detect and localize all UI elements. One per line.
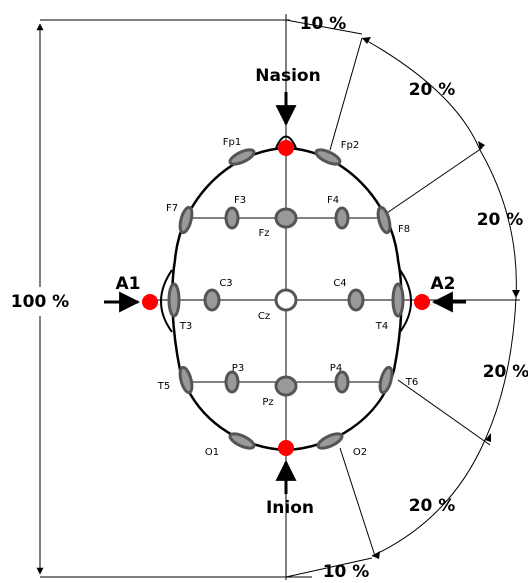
electrode-label: O1 <box>205 447 219 458</box>
electrode <box>334 206 350 230</box>
electrode <box>378 365 394 395</box>
total-label: 100 % <box>11 292 69 312</box>
reference-points <box>142 140 430 456</box>
electrode-label: Cz <box>258 311 270 322</box>
electrode-label: F3 <box>234 195 246 206</box>
percentage-label: 10 % <box>323 562 370 582</box>
electrode <box>167 282 181 318</box>
electrode-label: F8 <box>398 224 410 235</box>
electrode <box>178 365 194 395</box>
pointer-arrows <box>104 92 466 494</box>
electrodes: Fp1 Fp2 F7 F3 Fz F4 F8 T3 C3 Cz C4 T4 T5 P3 Pz P4 T6 O1 O2 <box>157 137 418 458</box>
electrode <box>316 432 344 450</box>
electrode-label: T3 <box>179 321 192 332</box>
electrode <box>391 282 405 318</box>
electrode-label: C4 <box>333 278 346 289</box>
electrode <box>228 148 256 166</box>
electrode <box>224 206 240 230</box>
percentage-label: 20 % <box>477 210 524 230</box>
electrode-label: T5 <box>157 381 170 392</box>
electrode <box>274 288 298 312</box>
electrode-label: C3 <box>219 278 232 289</box>
electrode-label: T6 <box>405 377 418 388</box>
percentage-label: 20 % <box>409 496 456 516</box>
electrode-label: Pz <box>262 397 273 408</box>
electrode <box>314 148 342 166</box>
electrode <box>224 370 240 394</box>
electrode-label: F4 <box>327 195 339 206</box>
electrode-label: Fz <box>258 228 269 239</box>
inion-label: Inion <box>266 498 314 518</box>
electrode <box>376 205 392 235</box>
electrode-label: Fp2 <box>341 140 359 151</box>
electrode <box>203 288 221 312</box>
electrode-label: T4 <box>375 321 388 332</box>
a1-label: A1 <box>116 274 141 294</box>
electrode <box>228 432 256 450</box>
percentage-label: 10 % <box>300 14 347 34</box>
electrode-label: Fp1 <box>223 137 241 148</box>
electrode-label: F7 <box>166 203 178 214</box>
percentage-label: 20 % <box>409 80 456 100</box>
electrode-label: P3 <box>232 363 244 374</box>
nasion-label: Nasion <box>255 66 320 86</box>
percentage-label: 20 % <box>483 362 528 382</box>
electrode-label: P4 <box>330 363 342 374</box>
electrode <box>274 375 298 397</box>
electrode <box>274 207 298 229</box>
electrode <box>334 370 350 394</box>
electrode <box>347 288 365 312</box>
electrode <box>178 205 194 235</box>
electrode-label: O2 <box>353 447 367 458</box>
a2-label: A2 <box>431 274 456 294</box>
